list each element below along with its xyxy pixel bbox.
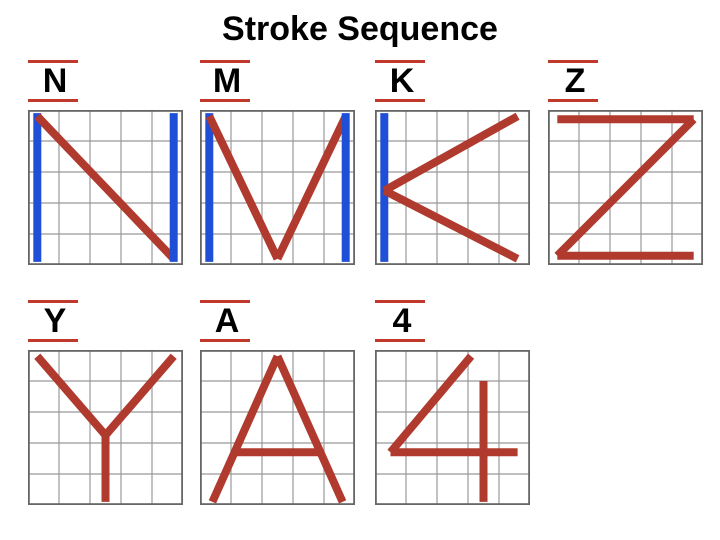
glyph-label-Z: Z	[548, 60, 598, 102]
glyph-label-text: Z	[565, 62, 586, 101]
page-title-text: Stroke Sequence	[222, 10, 498, 48]
glyph-label-text: N	[43, 62, 68, 101]
glyph-grid-K	[375, 110, 530, 265]
glyph-grid-M	[200, 110, 355, 265]
glyph-label-text: A	[215, 302, 240, 341]
glyph-grid-N	[28, 110, 183, 265]
glyph-label-M: M	[200, 60, 250, 102]
glyph-grid-4	[375, 350, 530, 505]
glyph-grid-Z	[548, 110, 703, 265]
glyph-label-A: A	[200, 300, 250, 342]
page-title: Stroke Sequence	[0, 10, 720, 49]
glyph-label-text: Y	[44, 302, 67, 341]
glyph-N: N	[28, 60, 183, 265]
glyph-grid-Y	[28, 350, 183, 505]
glyph-M: M	[200, 60, 355, 265]
glyph-label-Y: Y	[28, 300, 78, 342]
glyph-label-text: M	[213, 62, 241, 101]
glyph-A: A	[200, 300, 355, 505]
glyph-Y: Y	[28, 300, 183, 505]
glyph-4: 4	[375, 300, 530, 505]
glyph-label-K: K	[375, 60, 425, 102]
glyph-label-text: K	[390, 62, 415, 101]
glyph-grid-A	[200, 350, 355, 505]
glyph-label-4: 4	[375, 300, 425, 342]
glyph-label-N: N	[28, 60, 78, 102]
glyph-label-text: 4	[393, 302, 412, 341]
glyph-K: K	[375, 60, 530, 265]
glyph-Z: Z	[548, 60, 703, 265]
